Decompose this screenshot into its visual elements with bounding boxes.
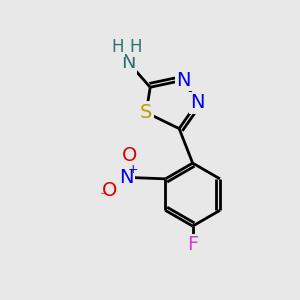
Text: O: O	[122, 146, 137, 165]
Text: N: N	[190, 93, 205, 112]
Text: H: H	[111, 38, 123, 56]
Text: H: H	[130, 38, 142, 56]
Text: +: +	[128, 164, 138, 176]
Text: S: S	[140, 103, 152, 122]
Text: F: F	[187, 235, 198, 254]
Text: O: O	[102, 182, 118, 200]
Text: N: N	[176, 71, 190, 90]
Text: N: N	[121, 53, 136, 72]
Text: N: N	[119, 168, 134, 187]
Text: ⁻: ⁻	[99, 190, 106, 205]
